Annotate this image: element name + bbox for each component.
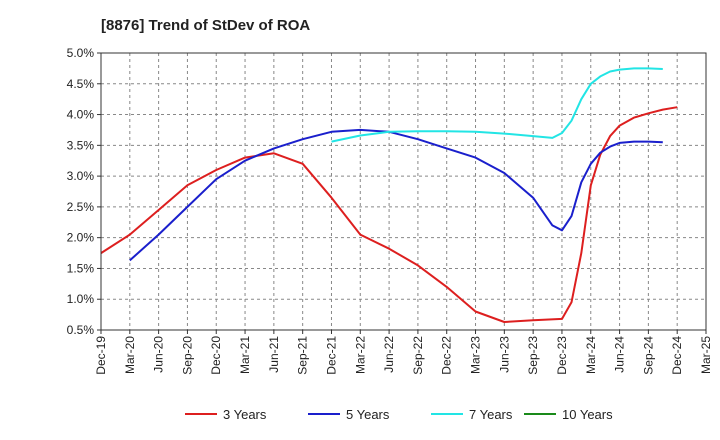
- y-tick-label: 3.5%: [67, 138, 95, 152]
- series-group: [100, 67, 678, 323]
- x-tick-label: Mar-21: [238, 336, 252, 374]
- x-tick-label: Sep-24: [641, 336, 655, 375]
- x-tick-label: Mar-25: [699, 336, 713, 374]
- chart-title: [8876] Trend of StDev of ROA: [101, 17, 310, 34]
- x-tick-label: Sep-21: [296, 336, 310, 375]
- x-tick-label: Jun-20: [152, 336, 166, 373]
- x-tick-label: Sep-20: [180, 336, 194, 375]
- y-tick-label: 3.0%: [67, 169, 95, 183]
- x-tick-label: Mar-20: [123, 336, 137, 374]
- y-axis: 0.5% 1.0% 1.5% 2.0% 2.5% 3.0% 3.5% 4.0% 4.5% 5.0%: [67, 46, 101, 337]
- x-tick-label: Mar-22: [353, 336, 367, 374]
- series-line-3-years: [100, 106, 678, 323]
- series-line-5-years: [129, 128, 663, 262]
- x-tick-label: Mar-24: [584, 336, 598, 374]
- legend-label: 7 Years: [469, 407, 513, 422]
- x-tick-label: Mar-23: [469, 336, 483, 374]
- x-axis: Dec-19 Mar-20 Jun-20 Sep-20 Dec-20 Mar-21 Jun-…: [94, 330, 713, 375]
- x-tick-label: Dec-19: [94, 336, 108, 375]
- series-line-7-years: [331, 67, 663, 143]
- x-tick-label: Dec-24: [670, 336, 684, 375]
- x-tick-label: Jun-22: [382, 336, 396, 373]
- y-tick-label: 1.0%: [67, 292, 95, 306]
- x-tick-label: Sep-23: [526, 336, 540, 375]
- grid: [100, 52, 707, 331]
- x-tick-label: Dec-21: [324, 336, 338, 375]
- x-tick-label: Dec-23: [555, 336, 569, 375]
- x-tick-label: Sep-22: [411, 336, 425, 375]
- y-tick-label: 4.5%: [67, 77, 95, 91]
- plot-frame: [100, 52, 707, 331]
- y-tick-label: 2.5%: [67, 200, 95, 214]
- y-tick-label: 4.0%: [67, 108, 95, 122]
- legend: 3 Years 5 Years 7 Years 10 Years: [185, 407, 613, 422]
- legend-label: 5 Years: [346, 407, 390, 422]
- legend-label: 10 Years: [562, 407, 613, 422]
- y-tick-label: 1.5%: [67, 261, 95, 275]
- y-tick-label: 0.5%: [67, 323, 95, 337]
- x-tick-label: Jun-24: [613, 336, 627, 373]
- x-tick-label: Dec-22: [440, 336, 454, 375]
- x-tick-label: Dec-20: [209, 336, 223, 375]
- x-tick-label: Jun-21: [267, 336, 281, 373]
- x-tick-label: Jun-23: [497, 336, 511, 373]
- y-tick-label: 2.0%: [67, 231, 95, 245]
- y-tick-label: 5.0%: [67, 46, 95, 60]
- legend-label: 3 Years: [223, 407, 267, 422]
